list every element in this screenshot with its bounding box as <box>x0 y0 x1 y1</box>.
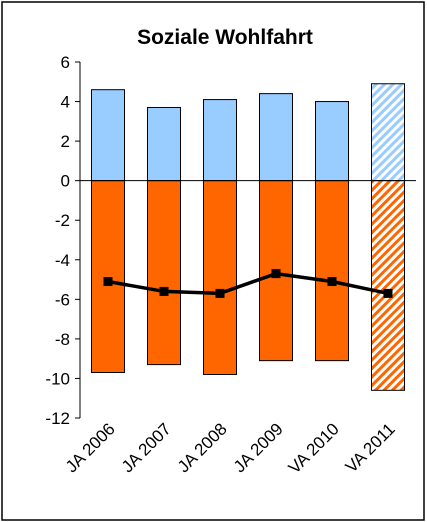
bar <box>315 101 349 182</box>
bar <box>203 180 237 375</box>
y-tick-label: -2 <box>55 211 70 230</box>
bar <box>91 89 125 182</box>
marker <box>159 286 169 296</box>
bar <box>147 180 181 366</box>
y-tick-label: 2 <box>61 132 70 151</box>
marker <box>327 277 337 287</box>
y-tick-label: -10 <box>45 369 70 388</box>
bar <box>91 180 125 374</box>
y-tick-label: 0 <box>61 172 70 191</box>
marker <box>383 288 393 298</box>
bar <box>315 180 349 362</box>
line <box>107 271 389 296</box>
y-tick-label: -12 <box>45 409 70 428</box>
y-tick-label: 6 <box>61 53 70 72</box>
bar <box>371 180 405 391</box>
marker <box>215 288 225 298</box>
y-tick-label: 4 <box>61 93 70 112</box>
x-tick-label: JA 2007 <box>118 419 175 476</box>
bar <box>147 106 181 182</box>
chart-title: Soziale Wohlfahrt <box>137 26 313 49</box>
x-tick-label: VA 2011 <box>342 419 399 476</box>
y-tick-label: -4 <box>55 251 70 270</box>
y-tick-label: -8 <box>55 330 70 349</box>
x-tick-label: JA 2006 <box>62 419 119 476</box>
marker <box>103 277 113 287</box>
marker <box>271 269 281 279</box>
x-tick-label: JA 2008 <box>174 419 231 476</box>
y-tick-label: -6 <box>55 290 70 309</box>
bar <box>371 83 405 182</box>
bar <box>203 99 237 182</box>
x-tick-label: VA 2010 <box>285 419 343 477</box>
x-tick-label: JA 2009 <box>230 419 287 476</box>
bar <box>259 93 293 182</box>
